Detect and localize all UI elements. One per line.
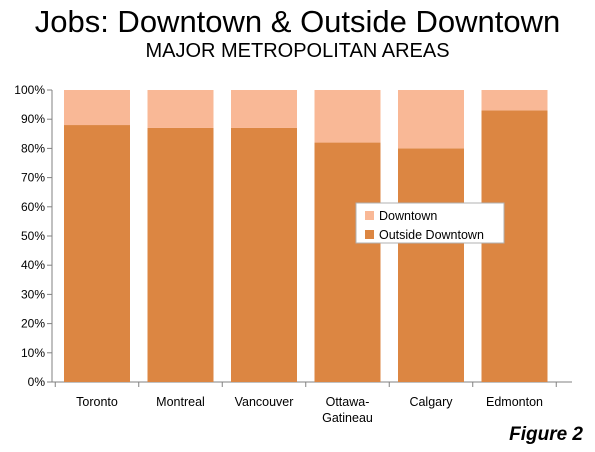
x-category-label: Edmonton xyxy=(486,395,543,409)
bar-downtown xyxy=(231,90,297,128)
legend-swatch xyxy=(365,211,374,220)
legend-swatch xyxy=(365,230,374,239)
bar-downtown xyxy=(398,90,464,149)
x-category-label-line: Vancouver xyxy=(235,395,294,409)
y-tick-label: 70% xyxy=(21,171,45,185)
x-category-label: Ottawa- Gatineau xyxy=(322,395,373,425)
legend: Downtown Outside Downtown xyxy=(355,202,505,244)
bar-downtown xyxy=(147,90,214,128)
chart-subtitle: MAJOR METROPOLITAN AREAS xyxy=(145,40,450,62)
bar-outside-downtown xyxy=(231,127,297,383)
y-tick-label: 90% xyxy=(21,112,45,126)
x-category-label-line: Montreal xyxy=(156,395,205,409)
bar-outside-downtown xyxy=(147,127,214,383)
y-tick-label: 30% xyxy=(21,287,45,301)
y-tick-label: 100% xyxy=(14,83,45,97)
x-category-label-line: Toronto xyxy=(76,395,118,409)
figure-label: Figure 2 xyxy=(509,424,583,445)
bar-downtown xyxy=(481,90,548,111)
y-tick-label: 60% xyxy=(21,200,45,214)
y-tick-label: 40% xyxy=(21,258,45,272)
y-tick-label: 0% xyxy=(28,375,46,389)
legend-label: Downtown xyxy=(379,209,437,223)
x-category-label: Calgary xyxy=(409,395,453,409)
y-tick-label: 50% xyxy=(21,229,45,243)
y-tick-label: 20% xyxy=(21,317,45,331)
x-category-label-line: Calgary xyxy=(409,395,453,409)
bar-outside-downtown xyxy=(398,148,464,382)
x-category-label: Toronto xyxy=(76,395,118,409)
x-category-label-line: Edmonton xyxy=(486,395,543,409)
y-tick-label: 80% xyxy=(21,141,45,155)
bar-outside-downtown xyxy=(314,142,381,382)
x-category-label-line: Ottawa- xyxy=(326,395,370,409)
legend-box xyxy=(355,202,505,244)
axes: 0% 10% 20% 30% 40% 50% 60% 70% 80% 90% 100% xyxy=(14,83,572,389)
y-tick-label: 10% xyxy=(21,346,45,360)
x-category-label: Montreal xyxy=(156,395,205,409)
legend-label: Outside Downtown xyxy=(379,228,484,242)
x-category-label-line: Gatineau xyxy=(322,411,373,425)
category-labels: Toronto Montreal Vancouver Ottawa- Gatineau C… xyxy=(76,395,543,425)
bar-downtown xyxy=(64,90,130,126)
bars xyxy=(64,90,548,383)
bar-outside-downtown xyxy=(481,110,548,382)
bar-outside-downtown xyxy=(64,125,130,382)
x-category-label: Vancouver xyxy=(235,395,294,409)
chart-title: Jobs: Downtown & Outside Downtown xyxy=(34,4,561,39)
bar-downtown xyxy=(314,90,381,143)
